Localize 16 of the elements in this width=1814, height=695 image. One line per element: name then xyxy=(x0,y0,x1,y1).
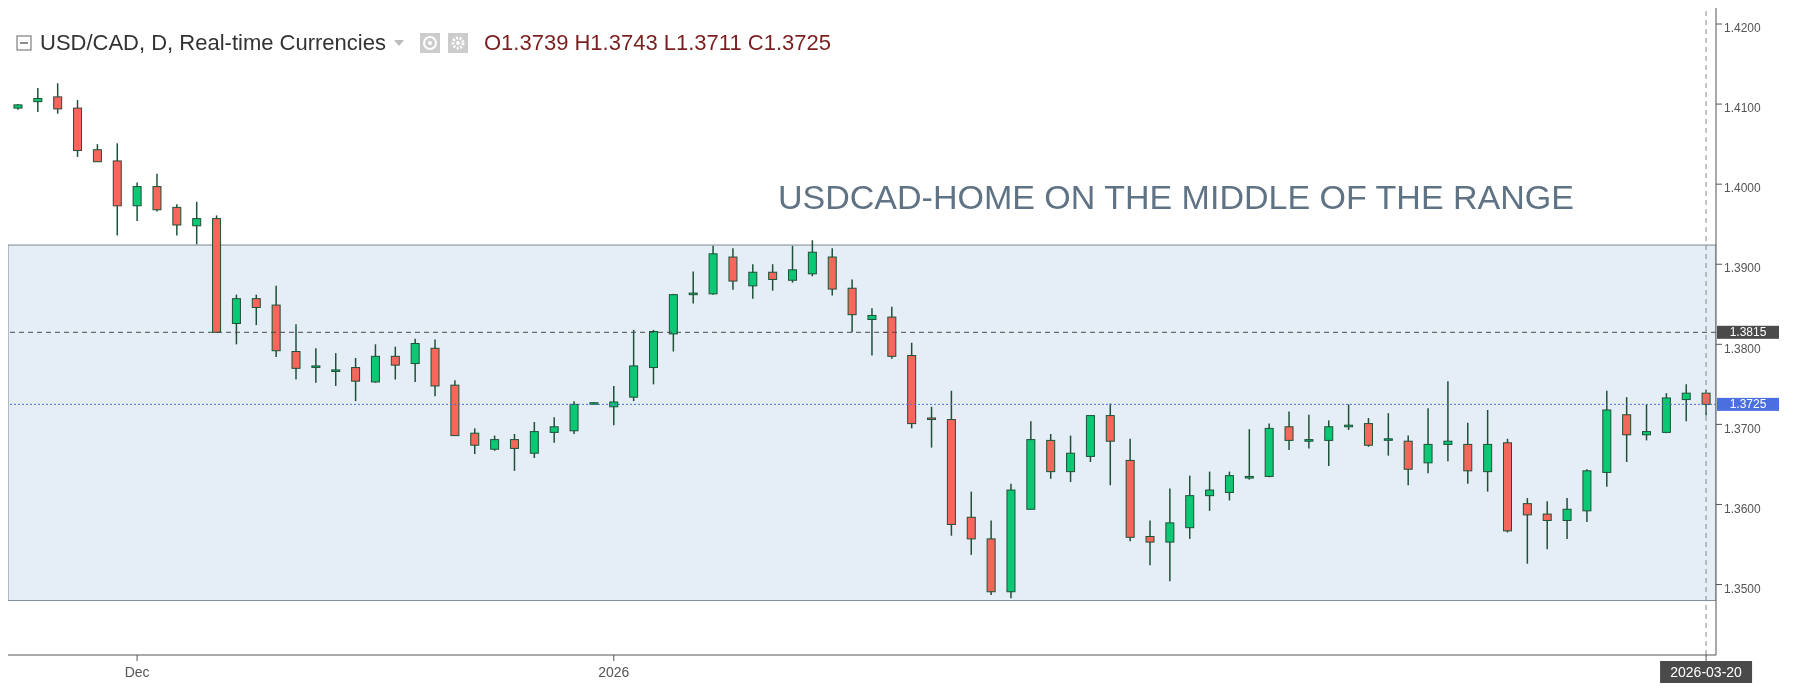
annotation: USDCAD-HOME ON THE MIDDLE OF THE RANGE xyxy=(778,178,1574,217)
x-tick-label: 2026 xyxy=(598,664,630,680)
y-tick-label: 1.4200 xyxy=(1724,21,1762,36)
y-tick-label: 1.4000 xyxy=(1724,181,1762,196)
x-tick-label: Dec xyxy=(124,664,150,680)
text: USD/CAD, D, Real-time Currencies xyxy=(40,30,386,56)
y-tick-label: 1.3600 xyxy=(1724,501,1762,516)
y-tick-label: 1.3500 xyxy=(1724,581,1762,596)
ref-line-label: 1.3815 xyxy=(1729,325,1767,340)
y-tick-label: 1.3900 xyxy=(1724,261,1762,276)
ref-line-label: 1.3725 xyxy=(1729,397,1767,412)
text: O1.3739 H1.3743 L1.3711 C1.3725 xyxy=(483,30,831,56)
y-tick-label: 1.3700 xyxy=(1724,421,1762,436)
y-tick-label: 1.4100 xyxy=(1724,101,1762,116)
y-tick-label: 1.3800 xyxy=(1724,341,1762,356)
x-tick-label: 2026-03-20 xyxy=(1670,664,1743,680)
